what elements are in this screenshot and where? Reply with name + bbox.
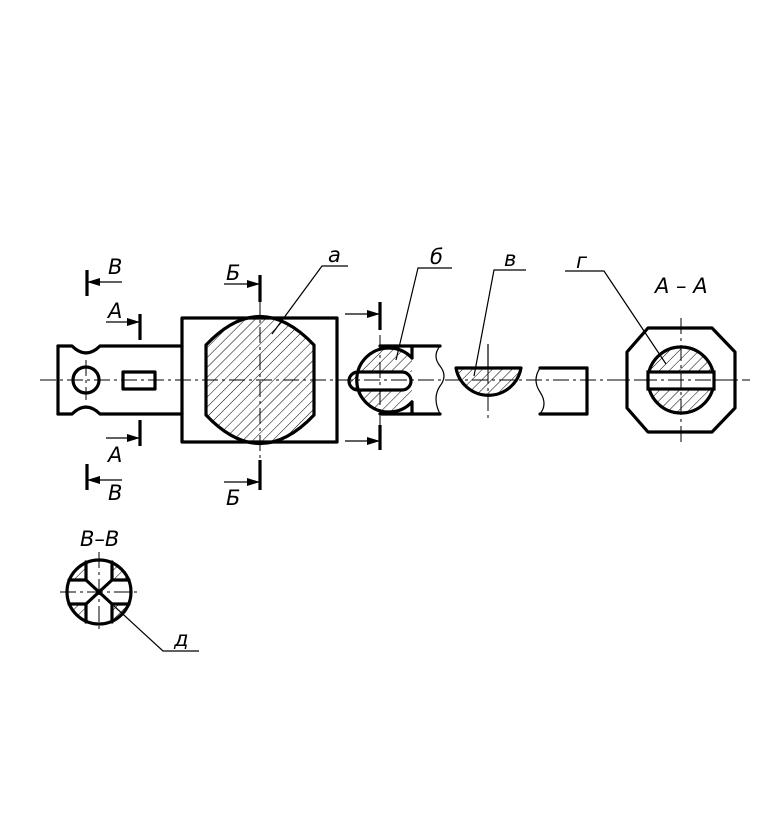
cutting-plane-v: [85, 270, 122, 490]
hatched-section-b: [349, 348, 412, 412]
label-v-top: В: [108, 255, 122, 279]
section-view-aa: [614, 318, 750, 446]
leader-lines: [113, 265, 667, 652]
d-section: [454, 344, 523, 420]
rect-slot: [121, 370, 157, 391]
shaft-end-stub: [535, 366, 589, 416]
callout-a: а: [328, 243, 341, 267]
label-a-top: А: [106, 299, 122, 323]
cutting-plane-a: [106, 314, 142, 446]
section-view-aa-title: А – А: [653, 274, 708, 298]
label-b-bottom: Б: [226, 486, 240, 510]
callout-b: б: [430, 245, 443, 269]
cutting-plane-b: [224, 275, 262, 490]
label-v-bottom: В: [108, 481, 122, 505]
hatched-section-a: [206, 316, 314, 444]
callout-g: г: [576, 249, 588, 273]
section-view-vv-title: В–В: [80, 527, 119, 551]
shaft-left-part: [56, 344, 184, 416]
label-a-bottom: А: [106, 443, 122, 467]
section-view-vv: [60, 552, 140, 632]
slot-region: [347, 335, 445, 425]
central-block: [180, 300, 339, 460]
label-b-top: Б: [226, 261, 240, 285]
callout-v: в: [504, 247, 516, 271]
callout-d: д: [173, 627, 189, 651]
cutting-plane-slot: [345, 302, 382, 450]
